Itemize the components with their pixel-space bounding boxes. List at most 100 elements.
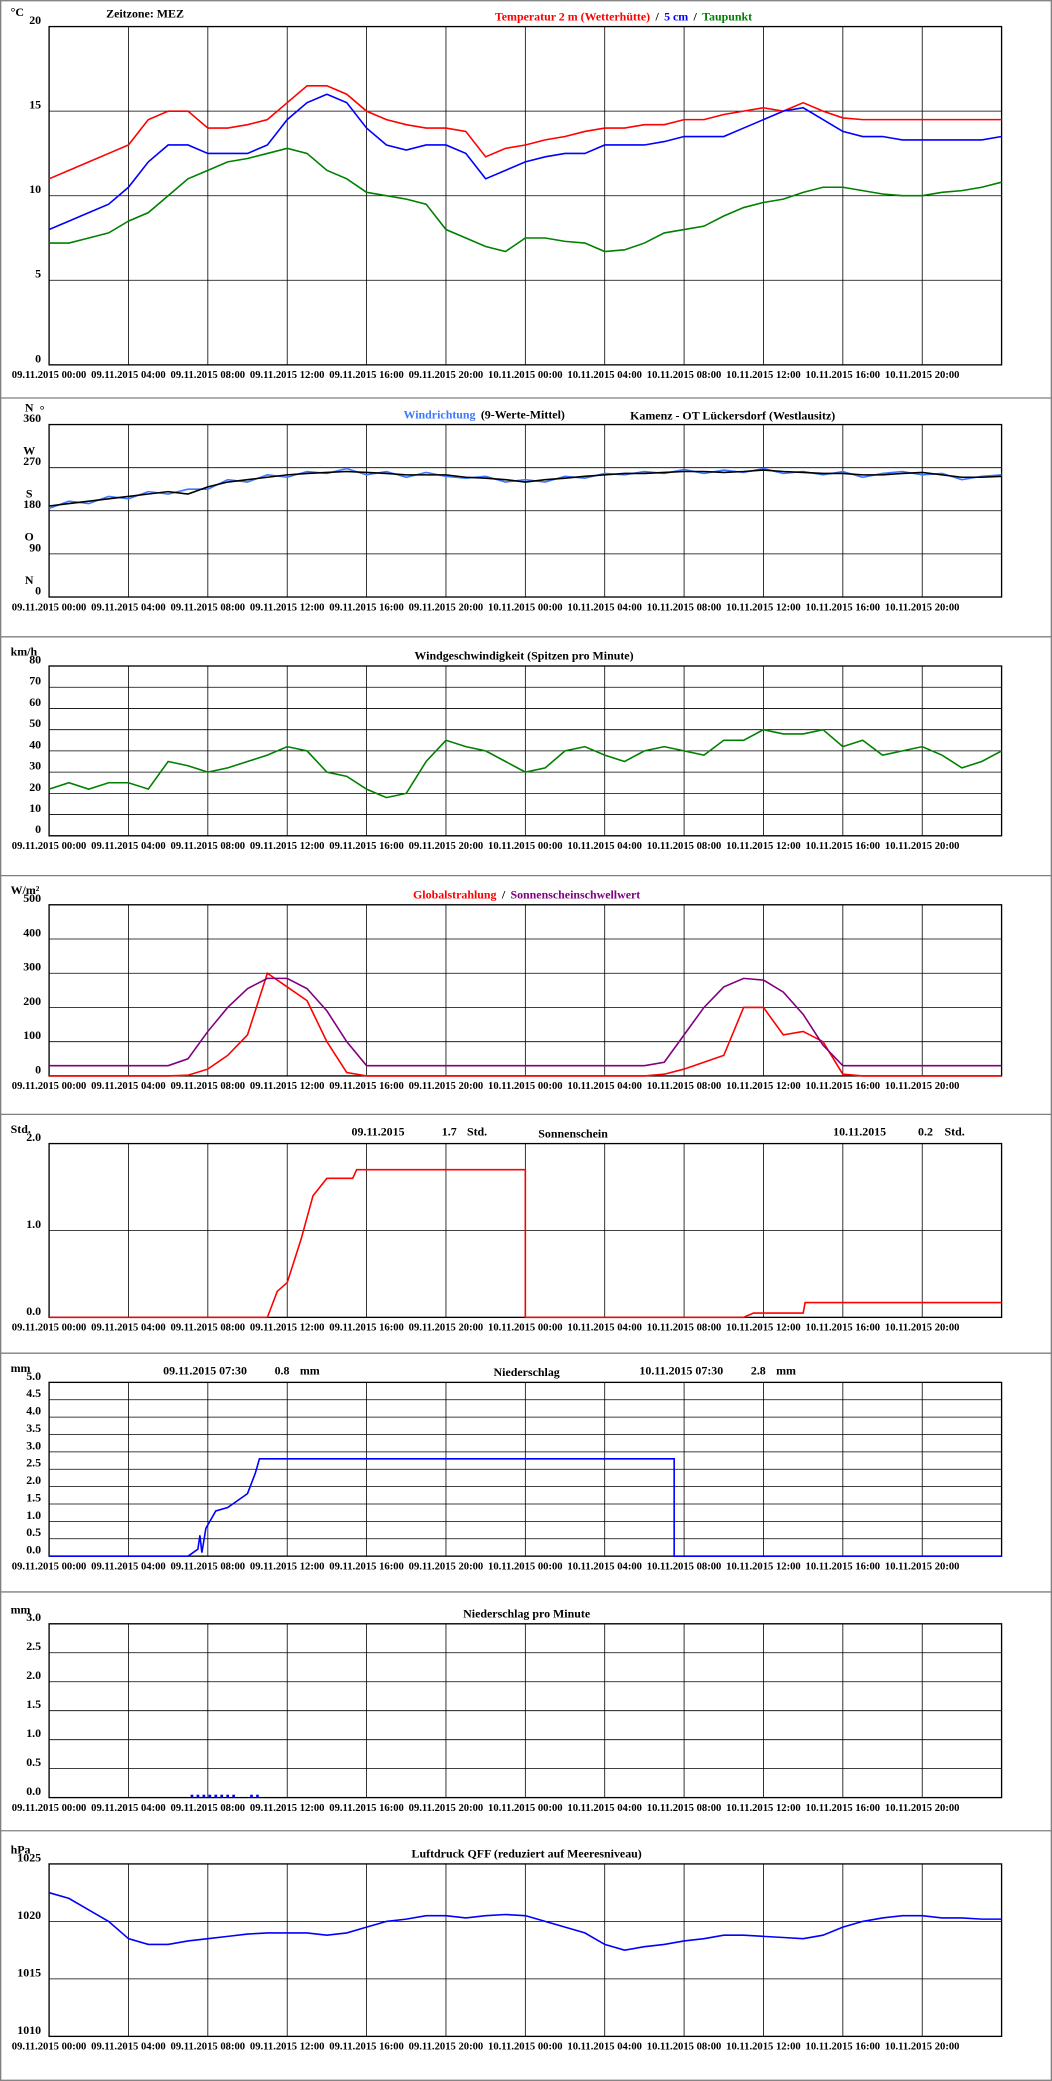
timezone: Zeitzone: MEZ (106, 6, 184, 20)
x-tick-label: 10.11.2015 00:00 (488, 839, 563, 852)
y-tick-label: 1.5 (26, 1697, 41, 1711)
y-tick-label: 3.0 (26, 1610, 41, 1624)
x-tick-label: 09.11.2015 04:00 (91, 368, 166, 381)
x-tick-label: 09.11.2015 20:00 (408, 1321, 484, 1334)
direction-label: W (23, 443, 35, 457)
x-tick-label-box: 09.11.2015 20:00 (408, 2040, 484, 2053)
x-tick-label: 09.11.2015 20:00 (408, 1079, 484, 1092)
x-tick-label-box: 10.11.2015 20:00 (885, 1321, 960, 1333)
x-tick-label: 10.11.2015 16:00 (805, 1321, 881, 1334)
x-tick-label-box: 09.11.2015 16:00 (329, 1560, 404, 1572)
direction-label: N (25, 573, 34, 587)
y-tick-label: 400 (23, 925, 41, 939)
plot-frame (48, 1623, 1003, 1799)
y-tick-label: 0.0 (26, 1543, 41, 1557)
y-tick-label: 50 (29, 716, 41, 730)
x-tick-label: 10.11.2015 20:00 (884, 2040, 960, 2053)
x-tick-label-box: 10.11.2015 00:00 (488, 600, 563, 613)
x-tick-label: 09.11.2015 12:00 (249, 1079, 325, 1092)
y-tick-label: 270 (23, 454, 41, 468)
x-tick-label-box: 09.11.2015 12:00 (250, 601, 325, 613)
legend-entry: (9-Werte-Mittel) (481, 407, 565, 421)
x-tick-label-box: 10.11.2015 08:00 (647, 1321, 722, 1333)
x-tick-label: 10.11.2015 20:00 (884, 1560, 960, 1573)
bar (256, 1794, 259, 1798)
x-tick-label: 10.11.2015 08:00 (646, 1079, 722, 1092)
legend-entry: Globalstrahlung (413, 887, 497, 901)
x-tick-label: 09.11.2015 00:00 (11, 1321, 87, 1334)
data-line (49, 147, 1002, 253)
x-tick-label-box: 10.11.2015 08:00 (647, 1802, 722, 1814)
data-line (48, 469, 1002, 507)
data-line (48, 1891, 1002, 1951)
x-tick-label: 09.11.2015 04:00 (91, 839, 166, 852)
plot-frame (48, 1863, 1003, 2038)
x-tick-label-box: 09.11.2015 00:00 (11, 839, 87, 852)
y-tick-label: 4.5 (26, 1386, 41, 1400)
title-text: Niederschlag (494, 1365, 560, 1379)
x-tick-label-box: 10.11.2015 04:00 (567, 840, 642, 852)
x-tick-label-box: 10.11.2015 00:00 (488, 1802, 563, 1814)
x-tick-label-box: 10.11.2015 04:00 (567, 1321, 642, 1333)
x-tick-label-box: 09.11.2015 16:00 (329, 369, 404, 381)
y-tick-label: 80 (29, 652, 41, 666)
y-tick-label: 0 (35, 583, 41, 597)
x-tick-label-box: 09.11.2015 04:00 (91, 839, 166, 852)
separator: / (654, 9, 659, 23)
x-tick-label-box: 09.11.2015 16:00 (329, 1080, 404, 1092)
x-tick-label: 09.11.2015 00:00 (11, 839, 87, 852)
x-tick-label-box: 10.11.2015 16:00 (806, 1802, 881, 1814)
x-tick-label: 10.11.2015 12:00 (726, 368, 801, 381)
y-tick-label: 15 (29, 98, 41, 112)
y-tick-label: 1025 (17, 1850, 41, 1864)
y-tick-label: 2.5 (26, 1639, 41, 1653)
chart-title: Niederschlag (494, 1365, 560, 1379)
x-tick-label-box: 10.11.2015 08:00 (646, 1560, 722, 1573)
y-tick-label: 70 (29, 674, 41, 688)
x-tick-label: 09.11.2015 04:00 (91, 1079, 166, 1092)
x-tick-label: 09.11.2015 16:00 (329, 1801, 404, 1814)
x-tick-label-box: 10.11.2015 04:00 (567, 601, 642, 613)
x-tick-label-box: 10.11.2015 08:00 (646, 1079, 722, 1092)
unit-label: hPa (11, 1842, 31, 1856)
direction-label: S (26, 487, 33, 501)
x-tick-label: 10.11.2015 16:00 (805, 1560, 881, 1573)
x-tick-label-box: 09.11.2015 20:00 (408, 1560, 484, 1573)
x-tick-label: 09.11.2015 20:00 (408, 2040, 484, 2053)
bar (220, 1794, 224, 1798)
bar (232, 1794, 235, 1798)
x-tick-label-box: 09.11.2015 16:00 (329, 2040, 404, 2052)
annotation-date: 10.11.2015 (833, 1125, 886, 1139)
annotation-value: 1.7 (442, 1125, 457, 1139)
x-tick-label-box: 10.11.2015 12:00 (726, 1560, 801, 1573)
x-tick-label-box: 10.11.2015 04:00 (567, 1560, 642, 1572)
unit-label: km/h (11, 644, 38, 658)
x-tick-label: 10.11.2015 08:00 (646, 2040, 722, 2053)
x-tick-label: 10.11.2015 12:00 (726, 600, 801, 613)
x-tick-label-box: 09.11.2015 12:00 (250, 1560, 325, 1572)
y-tick-label: 180 (23, 497, 41, 511)
bar (250, 1794, 253, 1798)
unit-label: °C (11, 5, 24, 19)
x-tick-label-box: 10.11.2015 12:00 (726, 840, 801, 852)
annotation-date: 10.11.2015 07:30 (639, 1363, 723, 1377)
x-tick-label: 10.11.2015 20:00 (884, 1801, 960, 1814)
bar (196, 1794, 200, 1798)
x-tick-label-box: 09.11.2015 12:00 (249, 1079, 325, 1092)
x-tick-label: 10.11.2015 12:00 (726, 1560, 801, 1573)
x-tick-label-box: 10.11.2015 16:00 (806, 601, 881, 613)
x-tick-label-box: 10.11.2015 00:00 (488, 2040, 563, 2052)
x-tick-label: 09.11.2015 12:00 (249, 368, 325, 381)
x-tick-label-box: 09.11.2015 20:00 (409, 840, 484, 852)
x-tick-label: 10.11.2015 12:00 (726, 1801, 801, 1814)
x-tick-label: 09.11.2015 20:00 (408, 600, 484, 613)
x-tick-label-box: 10.11.2015 20:00 (885, 369, 960, 381)
x-tick-label-box: 10.11.2015 20:00 (885, 1080, 960, 1092)
x-tick-label: 10.11.2015 00:00 (488, 1079, 563, 1092)
x-tick-label: 10.11.2015 08:00 (646, 1560, 722, 1573)
x-tick-label: 10.11.2015 00:00 (488, 600, 563, 613)
x-tick-label: 09.11.2015 04:00 (91, 1560, 166, 1573)
y-tick-label: 0 (35, 1062, 41, 1076)
x-tick-label: 09.11.2015 20:00 (408, 1560, 484, 1573)
y-tick-label: 0.5 (26, 1525, 41, 1539)
